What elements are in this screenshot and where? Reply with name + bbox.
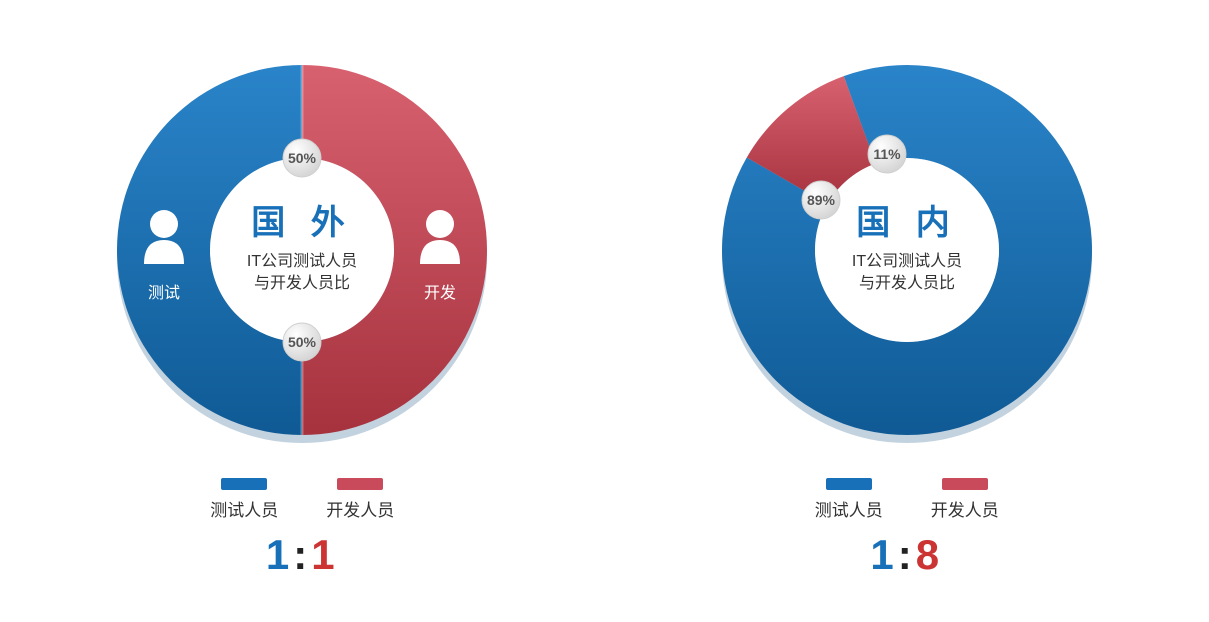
segment-label-dev: 开发	[424, 284, 456, 302]
legend-item-test: 测试人员	[210, 478, 278, 521]
panel-domestic: 国 内 IT公司测试人员 与开发人员比 89% 11% 测试人员 开发人员	[657, 40, 1157, 579]
pct-badge-11: 11%	[868, 135, 906, 173]
segment-label-test: 测试	[148, 284, 180, 302]
legend-item-dev: 开发人员	[931, 478, 999, 521]
ratio-left: 1	[266, 531, 293, 578]
ratio-sep: :	[898, 531, 916, 578]
legend-label-dev: 开发人员	[326, 496, 394, 521]
legend-label-dev: 开发人员	[931, 496, 999, 521]
swatch-red	[942, 478, 988, 490]
ratio-right: 1	[311, 531, 338, 578]
swatch-blue	[826, 478, 872, 490]
pct-badge-top: 50%	[283, 139, 321, 177]
center-title-domestic: 国 内	[856, 204, 957, 242]
ratio-left: 1	[870, 531, 897, 578]
panel-foreign: 测试 开发 国 外 IT公司测试人员 与开发人员比 50% 50%	[52, 40, 552, 579]
center-sub1-foreign: IT公司测试人员	[247, 252, 357, 270]
donut-foreign: 测试 开发 国 外 IT公司测试人员 与开发人员比 50% 50%	[92, 40, 512, 460]
ratio-sep: :	[293, 531, 311, 578]
legend-label-test: 测试人员	[815, 496, 883, 521]
svg-text:50%: 50%	[288, 334, 317, 350]
pct-badge-89: 89%	[802, 181, 840, 219]
donut-center	[815, 158, 999, 342]
center-sub2-domestic: 与开发人员比	[859, 274, 955, 292]
swatch-blue	[221, 478, 267, 490]
legend-item-dev: 开发人员	[326, 478, 394, 521]
donut-domestic: 国 内 IT公司测试人员 与开发人员比 89% 11%	[697, 40, 1117, 460]
swatch-red	[337, 478, 383, 490]
ratio-domestic: 1:8	[870, 531, 943, 579]
legend-item-test: 测试人员	[815, 478, 883, 521]
infographic-root: 测试 开发 国 外 IT公司测试人员 与开发人员比 50% 50%	[0, 0, 1209, 622]
svg-text:89%: 89%	[807, 192, 836, 208]
legend-foreign: 测试人员 开发人员	[210, 478, 394, 521]
center-sub1-domestic: IT公司测试人员	[852, 252, 962, 270]
ratio-foreign: 1:1	[266, 531, 339, 579]
center-title-foreign: 国 外	[252, 204, 353, 242]
center-sub2-foreign: 与开发人员比	[254, 274, 350, 292]
svg-text:11%: 11%	[873, 146, 901, 162]
svg-text:50%: 50%	[288, 150, 317, 166]
pct-badge-bottom: 50%	[283, 323, 321, 361]
ratio-right: 8	[916, 531, 943, 578]
legend-domestic: 测试人员 开发人员	[815, 478, 999, 521]
donut-center	[210, 158, 394, 342]
legend-label-test: 测试人员	[210, 496, 278, 521]
